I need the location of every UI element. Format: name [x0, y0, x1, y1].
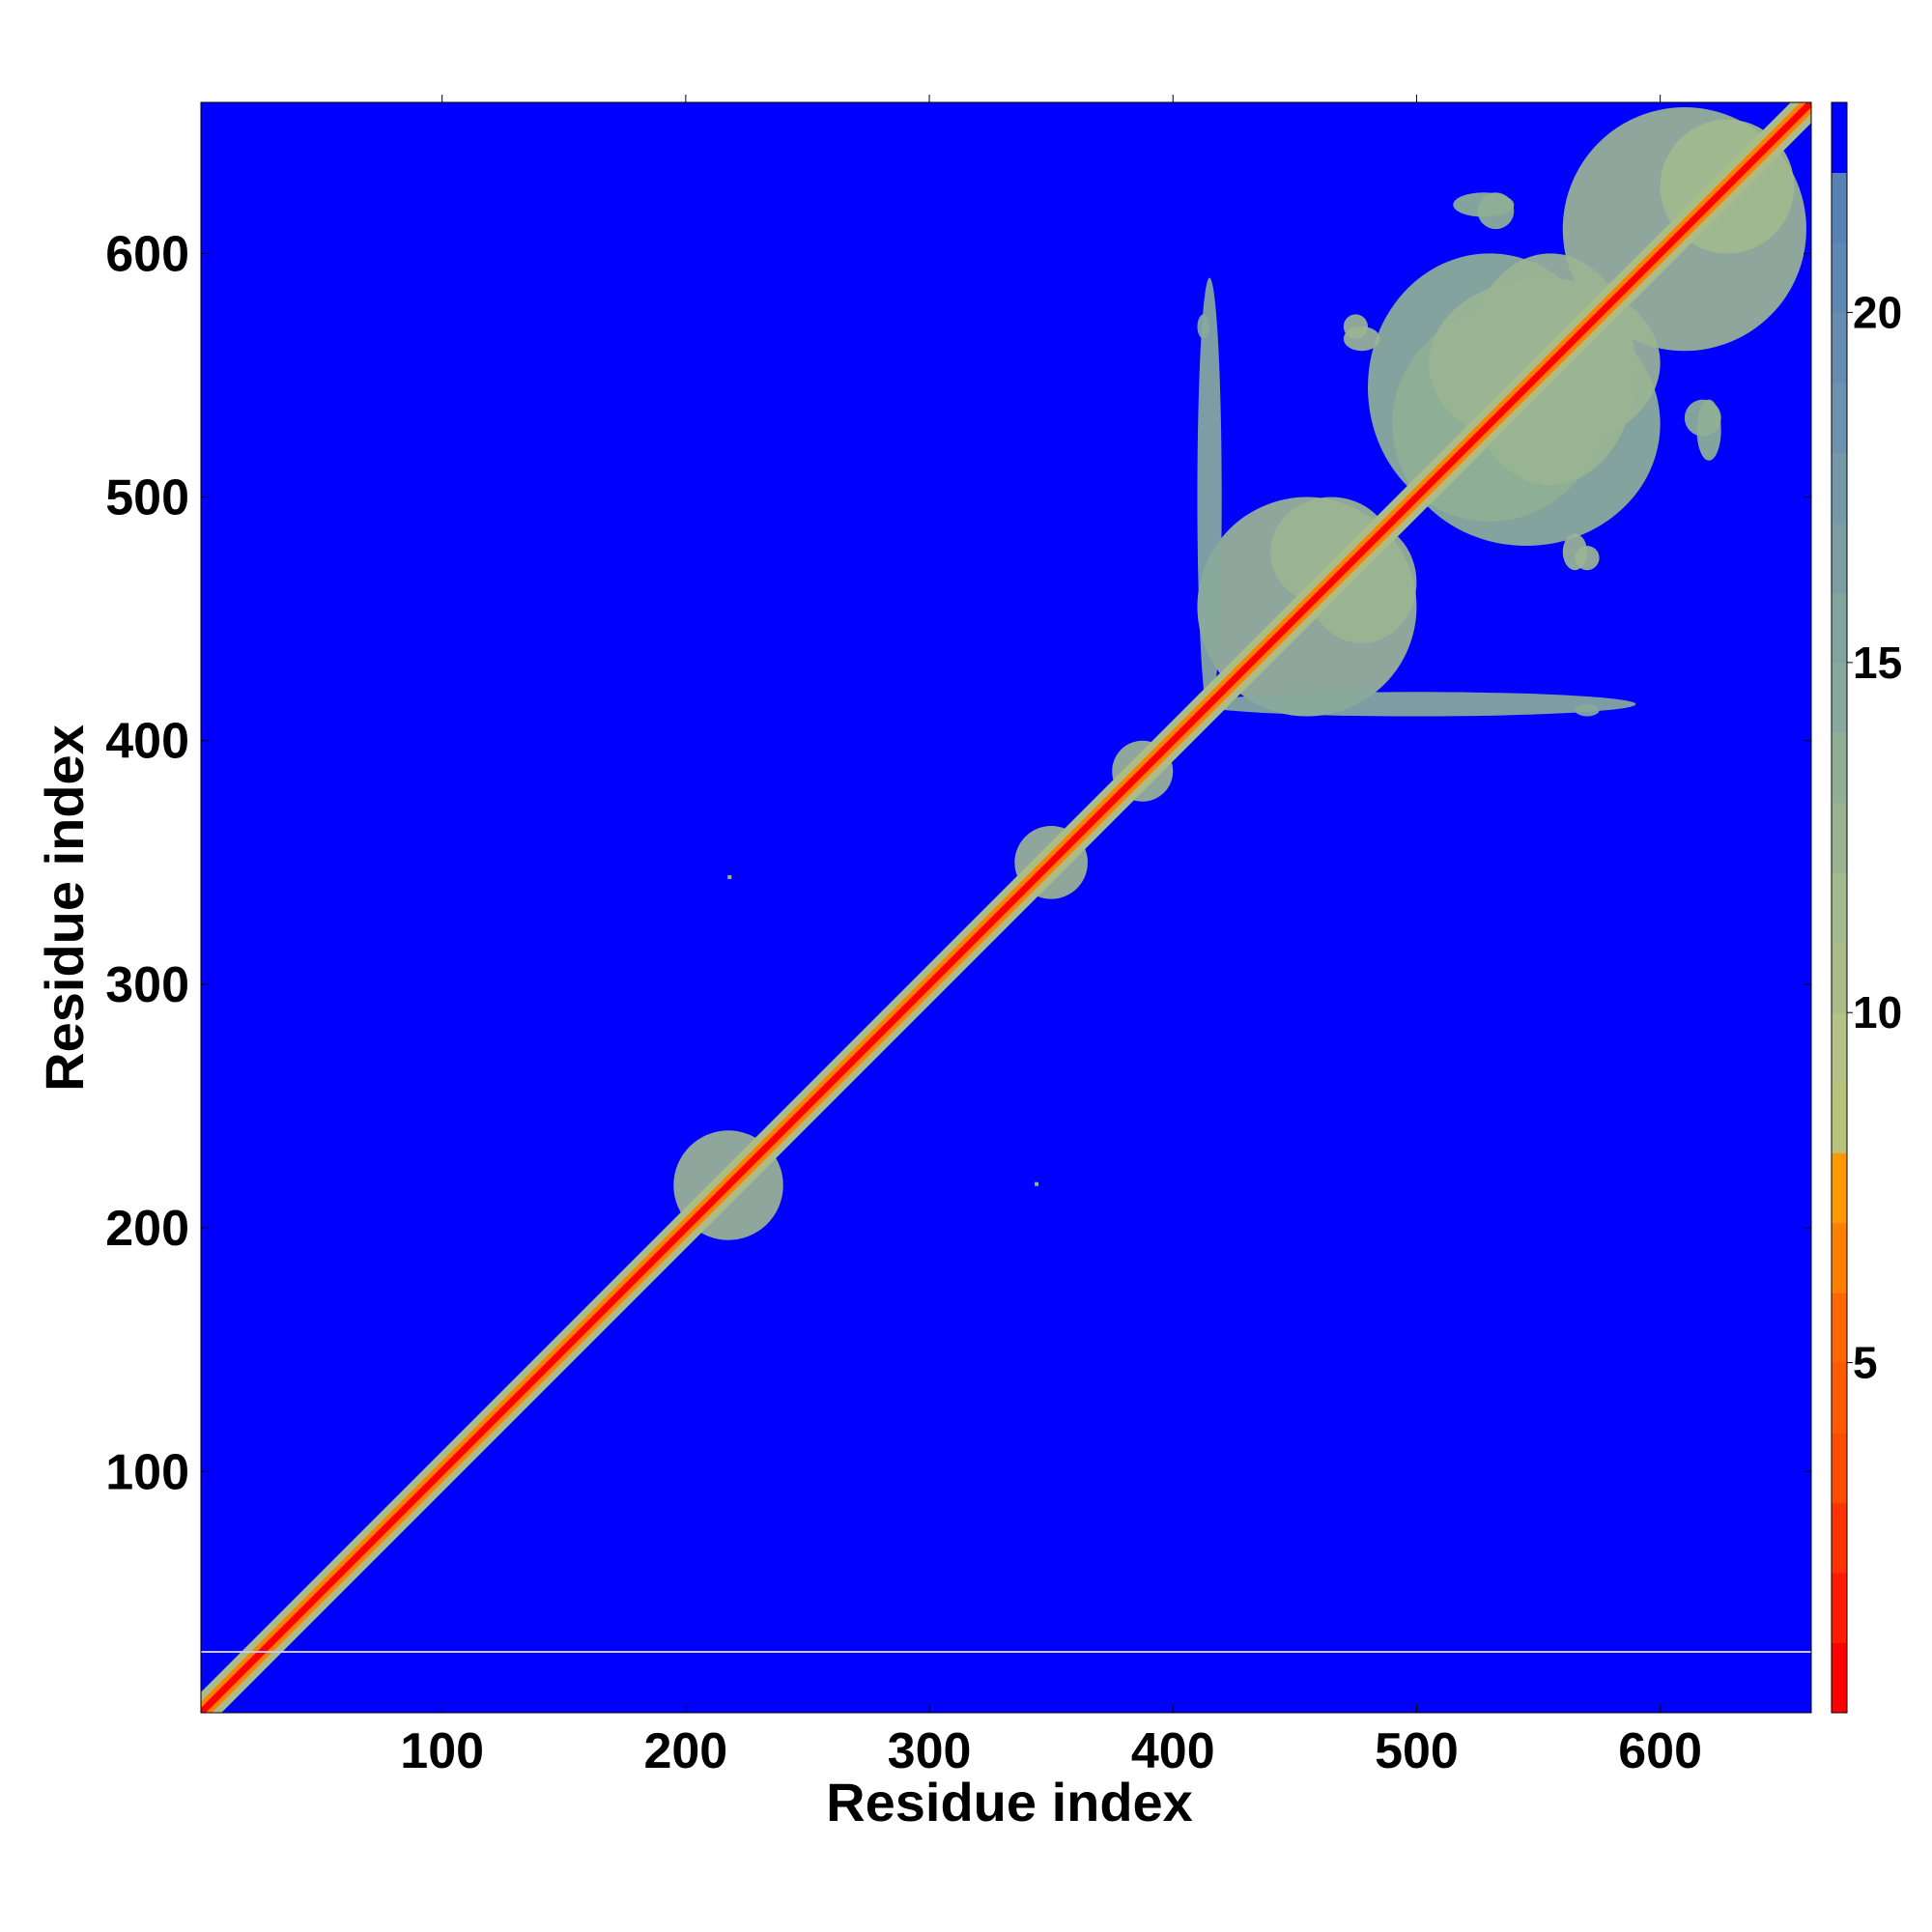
colorbar-tick-label-20: 20: [1853, 287, 1902, 337]
x-tick-label-100: 100: [400, 1723, 484, 1779]
colorbar-band-5: [1832, 1293, 1847, 1364]
colorbar-band-11: [1832, 872, 1847, 944]
diagonal-band-core: [201, 102, 1811, 1713]
y-tick-label-500: 500: [105, 470, 189, 526]
colorbar-band-8: [1832, 1082, 1847, 1153]
contact-region-14: [1453, 192, 1515, 217]
colorbar-band-14: [1832, 662, 1847, 733]
heatmap-plot-area: [200, 101, 1812, 1714]
y-axis-ticks: 100 200 300 400 500 600: [105, 226, 1811, 1500]
contact-region-12: [1562, 533, 1587, 571]
contact-region-4-sym: [1197, 277, 1222, 717]
x-tick-label-400: 400: [1131, 1723, 1215, 1779]
colorbar-band-0: [1832, 1642, 1847, 1714]
colorbar-band-22: [1832, 102, 1847, 173]
contact-region-4: [1197, 692, 1636, 717]
colorbar-tick-label-5: 5: [1853, 1338, 1878, 1388]
colorbar-band-21: [1832, 172, 1847, 243]
colorbar-band-12: [1832, 802, 1847, 873]
heatmap-cells: [201, 102, 1811, 1713]
colorbar: 5 10 15 20: [1831, 101, 1902, 1714]
colorbar-band-20: [1832, 242, 1847, 313]
colorbar-band-3: [1832, 1433, 1847, 1504]
contact-region-14-sym: [1696, 399, 1721, 461]
x-tick-label-500: 500: [1375, 1723, 1459, 1779]
colorbar-band-18: [1832, 382, 1847, 453]
x-tick-label-200: 200: [643, 1723, 727, 1779]
colorbar-band-2: [1832, 1502, 1847, 1574]
colorbar-band-15: [1832, 592, 1847, 664]
contact-point-1: [1035, 1181, 1039, 1186]
y-tick-label-400: 400: [105, 714, 189, 770]
colorbar-band-7: [1832, 1152, 1847, 1224]
x-axis-ticks: 100 200 300 400 500 600: [400, 95, 1702, 1779]
colorbar-band-10: [1832, 942, 1847, 1013]
colorbar-band-13: [1832, 732, 1847, 804]
x-axis-label: Residue index: [826, 1772, 1193, 1833]
contact-point-0: [727, 874, 732, 879]
colorbar-band-19: [1832, 312, 1847, 384]
y-tick-label-200: 200: [105, 1201, 189, 1257]
y-tick-label-600: 600: [105, 226, 189, 282]
colorbar-band-16: [1832, 522, 1847, 593]
y-tick-label-100: 100: [105, 1444, 189, 1500]
colorbar-tick-label-10: 10: [1853, 987, 1902, 1037]
x-tick-label-300: 300: [888, 1723, 972, 1779]
contact-region-5-sym: [1270, 497, 1393, 608]
colorbar-band-4: [1832, 1362, 1847, 1434]
y-tick-label-300: 300: [105, 957, 189, 1013]
contact-region-12-sym: [1343, 327, 1380, 352]
contact-region-11-sym: [1575, 703, 1600, 717]
plot-frame: [200, 101, 1812, 1714]
colorbar-band-6: [1832, 1222, 1847, 1293]
colorbar-band-17: [1832, 452, 1847, 524]
y-axis-label: Residue index: [34, 724, 95, 1092]
colorbar-band-9: [1832, 1012, 1847, 1084]
contact-region-11: [1197, 314, 1210, 339]
x-tick-label-600: 600: [1618, 1723, 1702, 1779]
colorbar-frame: [1831, 101, 1848, 1714]
colorbar-band-1: [1832, 1573, 1847, 1644]
colorbar-tick-label-15: 15: [1853, 638, 1902, 688]
